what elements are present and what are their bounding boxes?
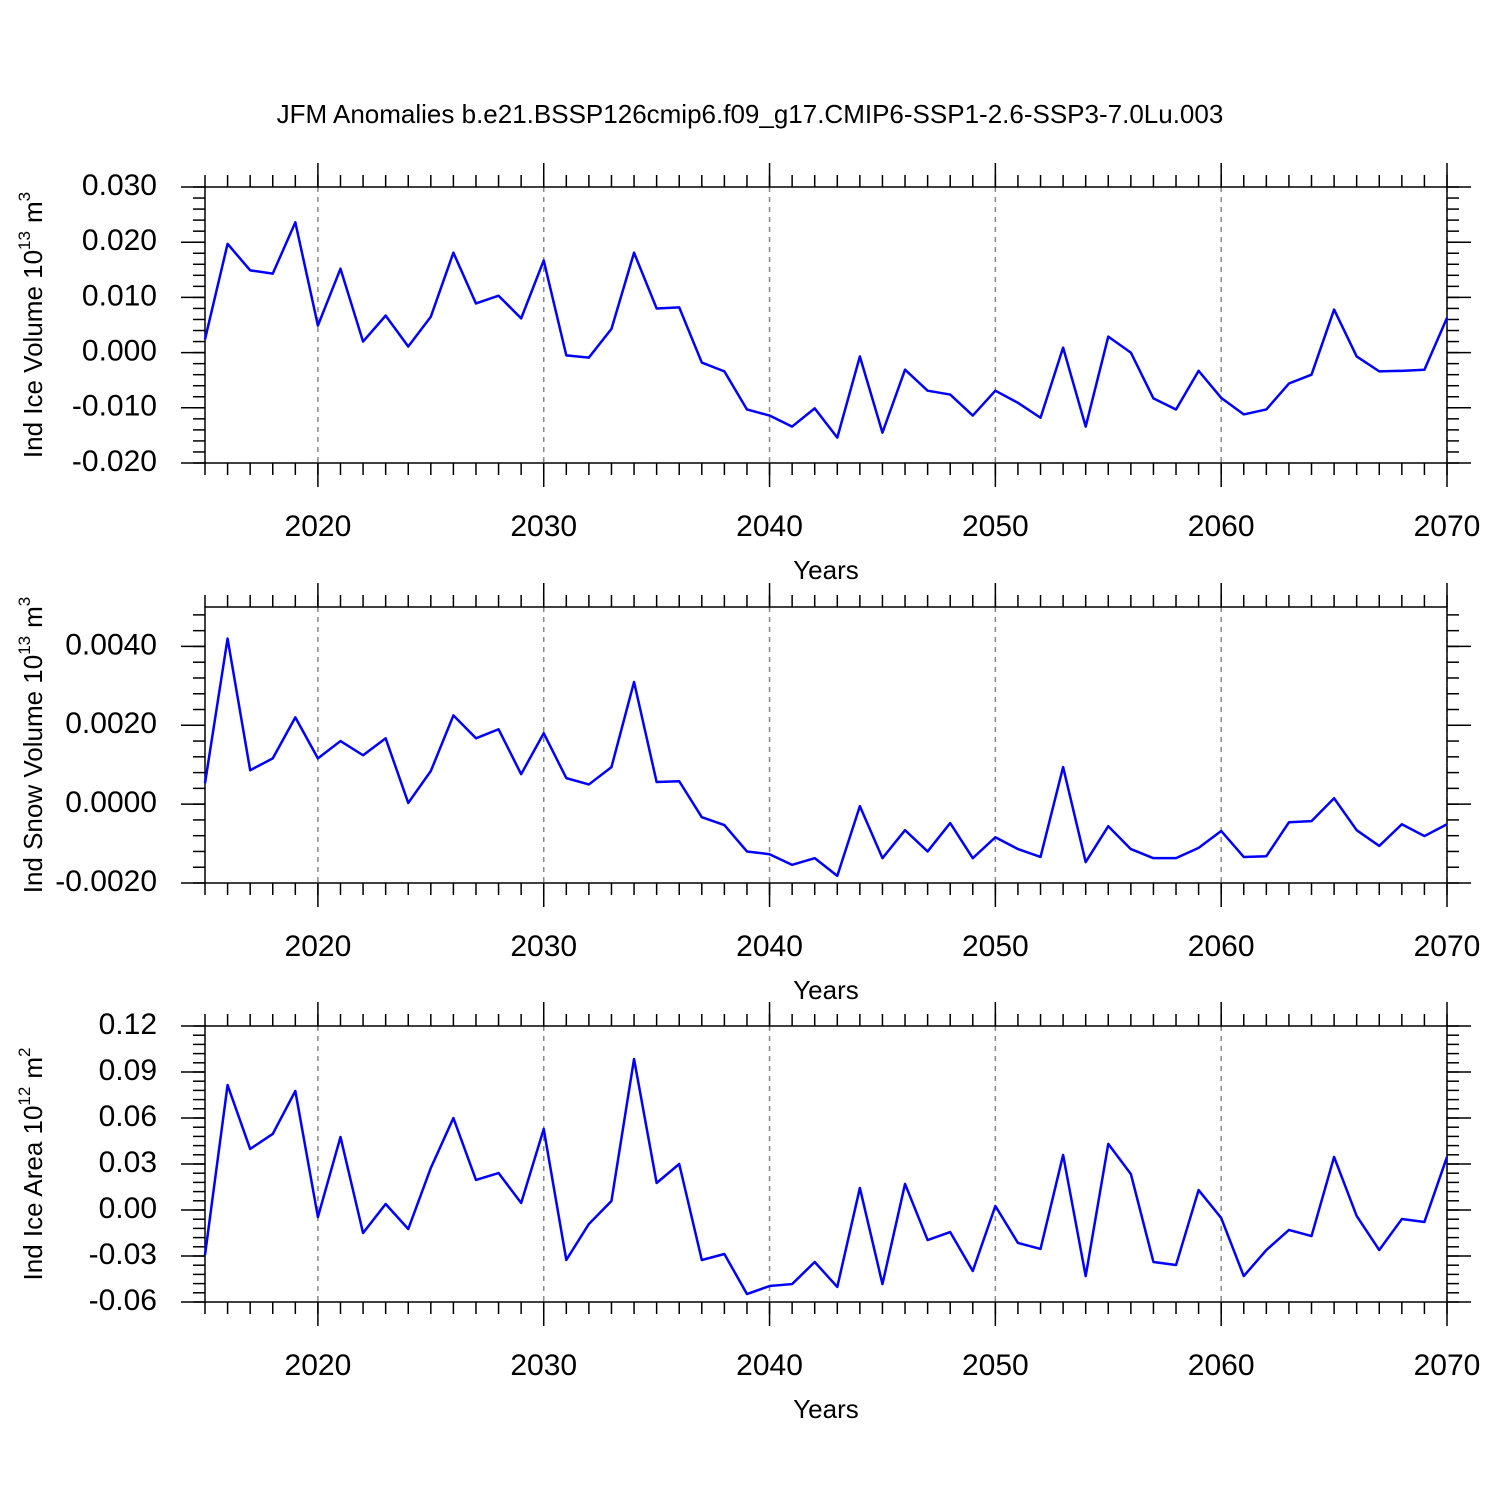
x-tick-label: 2020	[285, 510, 352, 543]
y-tick-label: -0.0020	[55, 865, 157, 898]
y-axis-label: Ind Ice Area 1012 m2	[15, 1048, 48, 1281]
x-axis-label: Years	[793, 1394, 859, 1424]
chart-title: JFM Anomalies b.e21.BSSP126cmip6.f09_g17…	[277, 99, 1224, 129]
x-tick-label: 2040	[736, 1349, 803, 1382]
plot-frame	[204, 186, 1448, 464]
y-axis-label: Ind Ice Volume 1013 m3	[15, 192, 48, 458]
x-tick-label: 2030	[510, 930, 577, 963]
x-tick-label: 2040	[736, 930, 803, 963]
y-tick-label: 0.020	[82, 224, 157, 257]
y-tick-label: 0.03	[99, 1146, 157, 1179]
x-tick-label: 2020	[285, 930, 352, 963]
x-tick-label: 2030	[510, 510, 577, 543]
y-tick-label: -0.06	[89, 1284, 157, 1317]
x-tick-label: 2030	[510, 1349, 577, 1382]
y-axis-label-part: m	[18, 1057, 48, 1079]
y-tick-label: 0.010	[82, 279, 157, 312]
x-tick-label: 2050	[962, 1349, 1029, 1382]
y-tick-label: 0.00	[99, 1192, 157, 1225]
x-tick-label: 2050	[962, 510, 1029, 543]
x-tick-label: 2060	[1188, 930, 1255, 963]
y-axis-label-exponent: 13	[15, 636, 34, 655]
y-axis-label-exponent: 3	[15, 597, 34, 606]
y-axis-label-exponent: 13	[15, 231, 34, 250]
y-tick-label: 0.06	[99, 1100, 157, 1133]
x-tick-label: 2040	[736, 510, 803, 543]
y-axis-label-part: Ind Ice Volume 10	[18, 250, 48, 458]
y-tick-label: -0.03	[89, 1238, 157, 1271]
data-line	[203, 637, 1448, 878]
x-tick-label: 2060	[1188, 510, 1255, 543]
x-tick-label: 2020	[285, 1349, 352, 1382]
x-tick-label: 2050	[962, 930, 1029, 963]
x-axis-label: Years	[793, 975, 859, 1005]
data-line	[203, 221, 1449, 439]
y-axis-label-exponent: 2	[15, 1048, 34, 1057]
x-axis-label: Years	[793, 555, 859, 585]
y-axis-label-part: m	[18, 201, 48, 223]
y-axis-label-part: Ind Ice Area 10	[18, 1106, 48, 1281]
y-tick-label: 0.12	[99, 1008, 157, 1041]
y-axis-label-exponent: 12	[15, 1087, 34, 1106]
y-axis-label-part: Ind Snow Volume 10	[18, 655, 48, 894]
plot-frame	[204, 606, 1448, 884]
plot-frame	[204, 1025, 1448, 1303]
y-tick-label: -0.020	[72, 445, 157, 478]
y-tick-label: 0.030	[82, 169, 157, 202]
y-tick-label: 0.09	[99, 1054, 157, 1087]
x-tick-label: 2070	[1414, 1349, 1481, 1382]
x-tick-label: 2070	[1414, 930, 1481, 963]
x-tick-label: 2060	[1188, 1349, 1255, 1382]
y-tick-label: -0.010	[72, 390, 157, 423]
y-axis-label-exponent: 3	[15, 192, 34, 201]
x-tick-label: 2070	[1414, 510, 1481, 543]
y-tick-label: 0.000	[82, 335, 157, 368]
y-tick-label: 0.0040	[65, 628, 157, 661]
data-line	[203, 1057, 1449, 1296]
y-axis-label-part: m	[18, 606, 48, 628]
y-axis-label: Ind Snow Volume 1013 m3	[15, 597, 48, 894]
y-tick-label: 0.0020	[65, 707, 157, 740]
y-tick-label: 0.0000	[65, 786, 157, 819]
